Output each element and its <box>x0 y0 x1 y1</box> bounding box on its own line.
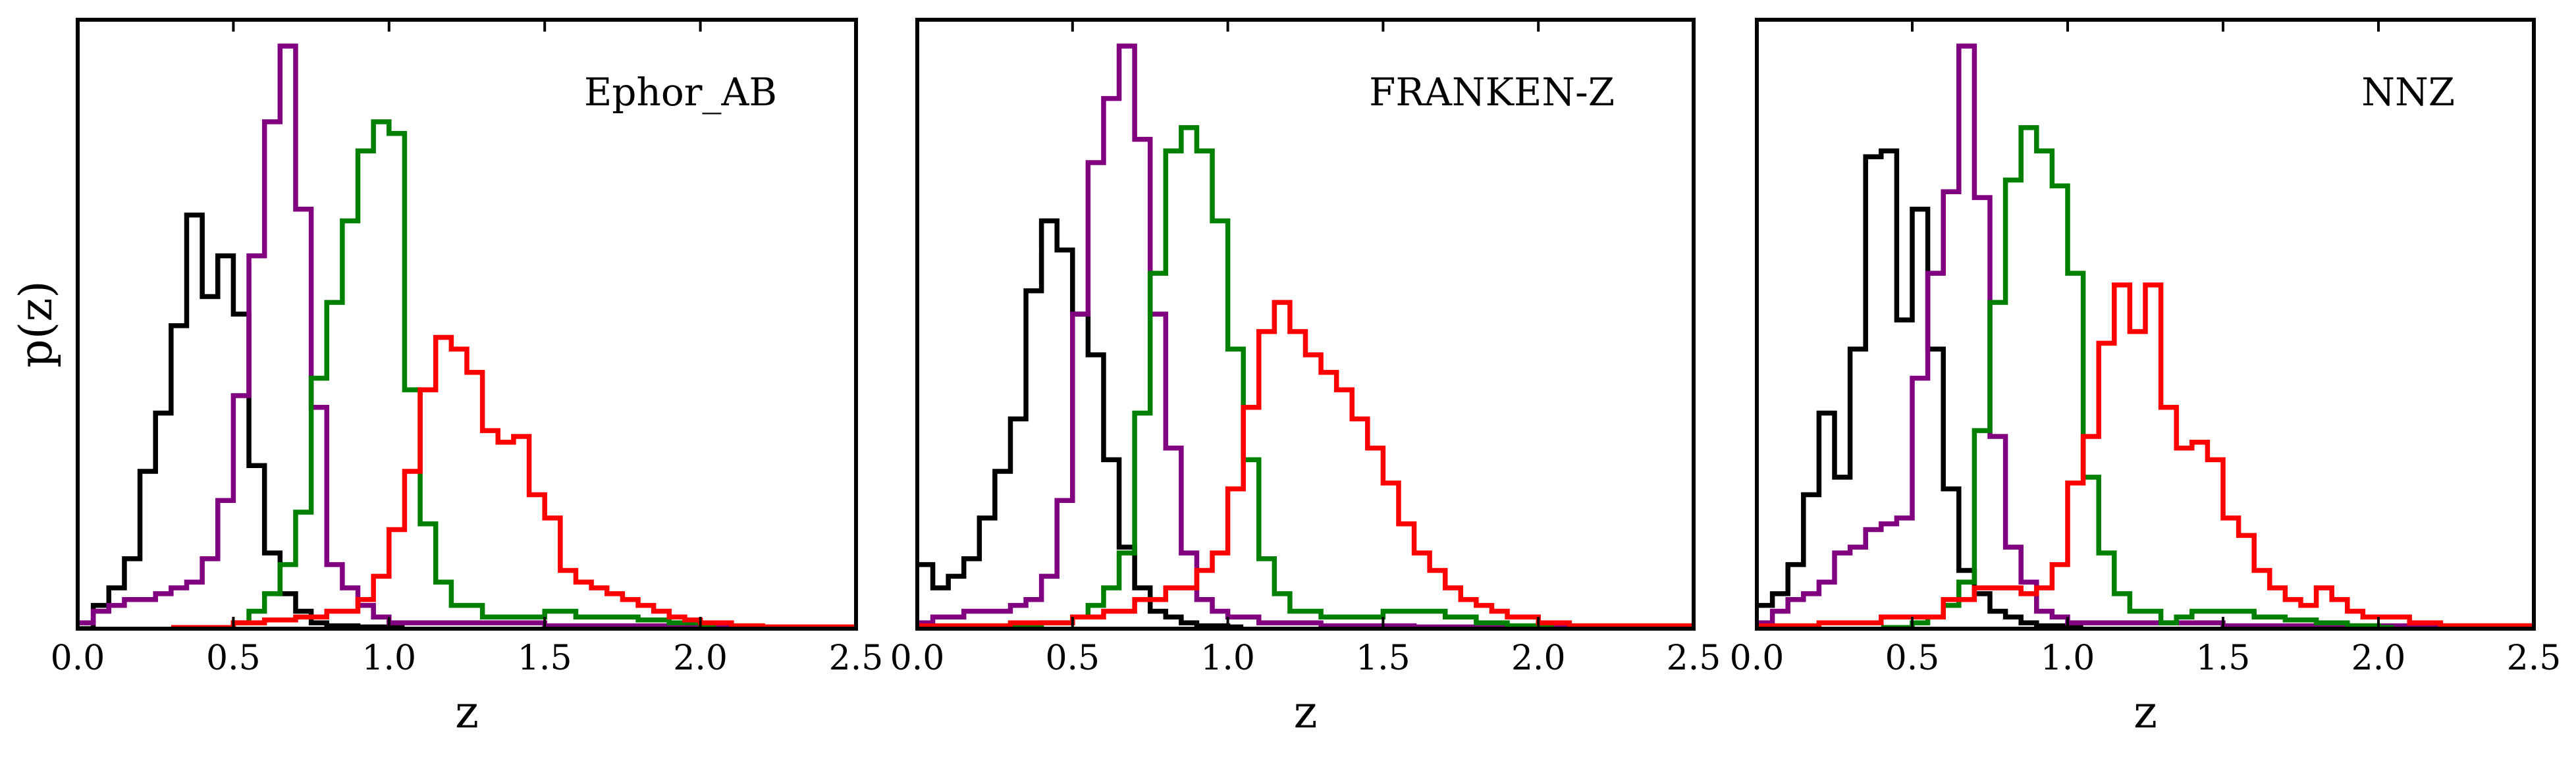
series-purple-line <box>1757 43 2534 629</box>
series-purple-line <box>917 43 1694 629</box>
x-tick-label: 0.5 <box>1045 639 1100 678</box>
x-tick-label: 2.5 <box>1667 639 1721 678</box>
y-axis-label: p(z) <box>11 280 63 367</box>
x-tick-label: 1.5 <box>1356 639 1410 678</box>
x-tick-label: 1.0 <box>1200 639 1255 678</box>
x-tick-label: 2.0 <box>2351 639 2406 678</box>
series-black-line <box>78 212 405 629</box>
x-tick-label: 1.0 <box>362 639 416 678</box>
series-group <box>1757 43 2534 629</box>
x-tick-label: 0.5 <box>1885 639 1940 678</box>
plot-frame <box>76 18 858 631</box>
x-tick-label: 0.5 <box>206 639 261 678</box>
panel-title: Ephor_AB <box>584 70 777 115</box>
x-axis-label: z <box>455 687 479 739</box>
panel-title: FRANKEN-Z <box>1369 70 1615 115</box>
x-tick-label: 0.0 <box>51 639 105 678</box>
x-tick-label: 0.0 <box>1730 639 1784 678</box>
x-tick-label: 1.0 <box>2041 639 2095 678</box>
series-green-line <box>1010 125 1554 629</box>
x-tick-label: 2.5 <box>829 639 884 678</box>
x-axis-label: z <box>2133 687 2157 739</box>
x-tick-label: 1.5 <box>518 639 572 678</box>
panel-franken-z: 0.0 0.5 1.0 1.5 2.0 2.5 z FRANKEN-Z <box>890 18 1721 739</box>
series-black-line <box>1757 148 2083 629</box>
series-red-line <box>1757 282 2534 629</box>
x-tick-label: 2.5 <box>2507 639 2562 678</box>
x-tick-label: 1.5 <box>2196 639 2251 678</box>
x-tick-label: 2.0 <box>1511 639 1566 678</box>
series-purple-line <box>78 43 856 629</box>
series-red-line <box>171 334 856 629</box>
panel-title: NNZ <box>2361 70 2455 115</box>
series-group <box>78 43 856 629</box>
series-green-line <box>202 119 716 629</box>
x-tick-label: 2.0 <box>673 639 728 678</box>
panel-nnz: 0.0 0.5 1.0 1.5 2.0 2.5 z NNZ <box>1730 18 2562 739</box>
panel-ephor-ab: 0.0 0.5 1.0 1.5 2.0 2.5 z p(z) Ephor_AB <box>11 18 884 739</box>
series-red-line <box>917 300 1694 629</box>
x-tick-label: 0.0 <box>890 639 945 678</box>
plot-frame <box>915 18 1696 631</box>
plot-frame <box>1755 18 2536 631</box>
x-axis-label: z <box>1294 687 1318 739</box>
series-group <box>917 43 1694 629</box>
series-black-line <box>917 218 1244 629</box>
